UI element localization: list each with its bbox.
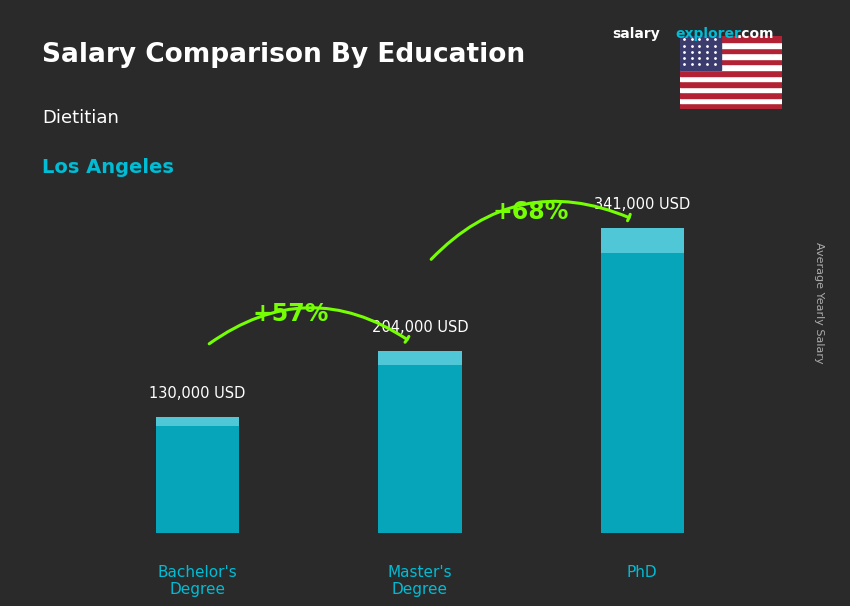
Text: Bachelor's
Degree: Bachelor's Degree bbox=[158, 565, 237, 597]
Bar bbox=[680, 98, 782, 104]
Text: 204,000 USD: 204,000 USD bbox=[371, 320, 468, 335]
Bar bbox=[680, 36, 782, 42]
Bar bbox=[680, 42, 782, 47]
Bar bbox=[680, 104, 782, 109]
Text: Dietitian: Dietitian bbox=[42, 109, 119, 127]
Text: Master's
Degree: Master's Degree bbox=[388, 565, 452, 597]
Bar bbox=[680, 64, 782, 70]
Bar bbox=[680, 53, 782, 59]
Text: explorer: explorer bbox=[676, 27, 741, 41]
Bar bbox=[680, 59, 782, 64]
Bar bbox=[601, 228, 684, 253]
Text: +57%: +57% bbox=[252, 302, 328, 326]
Bar bbox=[680, 70, 782, 76]
Bar bbox=[680, 87, 782, 92]
Bar bbox=[156, 417, 240, 533]
Bar bbox=[601, 228, 684, 533]
Text: Salary Comparison By Education: Salary Comparison By Education bbox=[42, 42, 525, 68]
Bar bbox=[680, 36, 721, 70]
Bar bbox=[378, 351, 462, 365]
Text: .com: .com bbox=[737, 27, 774, 41]
Text: 130,000 USD: 130,000 USD bbox=[150, 386, 246, 401]
Text: PhD: PhD bbox=[627, 565, 658, 579]
Bar bbox=[680, 76, 782, 81]
Bar bbox=[680, 47, 782, 53]
Text: salary: salary bbox=[612, 27, 660, 41]
Bar bbox=[680, 81, 782, 87]
Bar bbox=[680, 92, 782, 98]
Text: +68%: +68% bbox=[493, 200, 570, 224]
Text: 341,000 USD: 341,000 USD bbox=[594, 197, 690, 212]
Bar bbox=[378, 351, 462, 533]
Bar bbox=[156, 417, 240, 426]
Text: Los Angeles: Los Angeles bbox=[42, 158, 174, 176]
Text: Average Yearly Salary: Average Yearly Salary bbox=[814, 242, 824, 364]
